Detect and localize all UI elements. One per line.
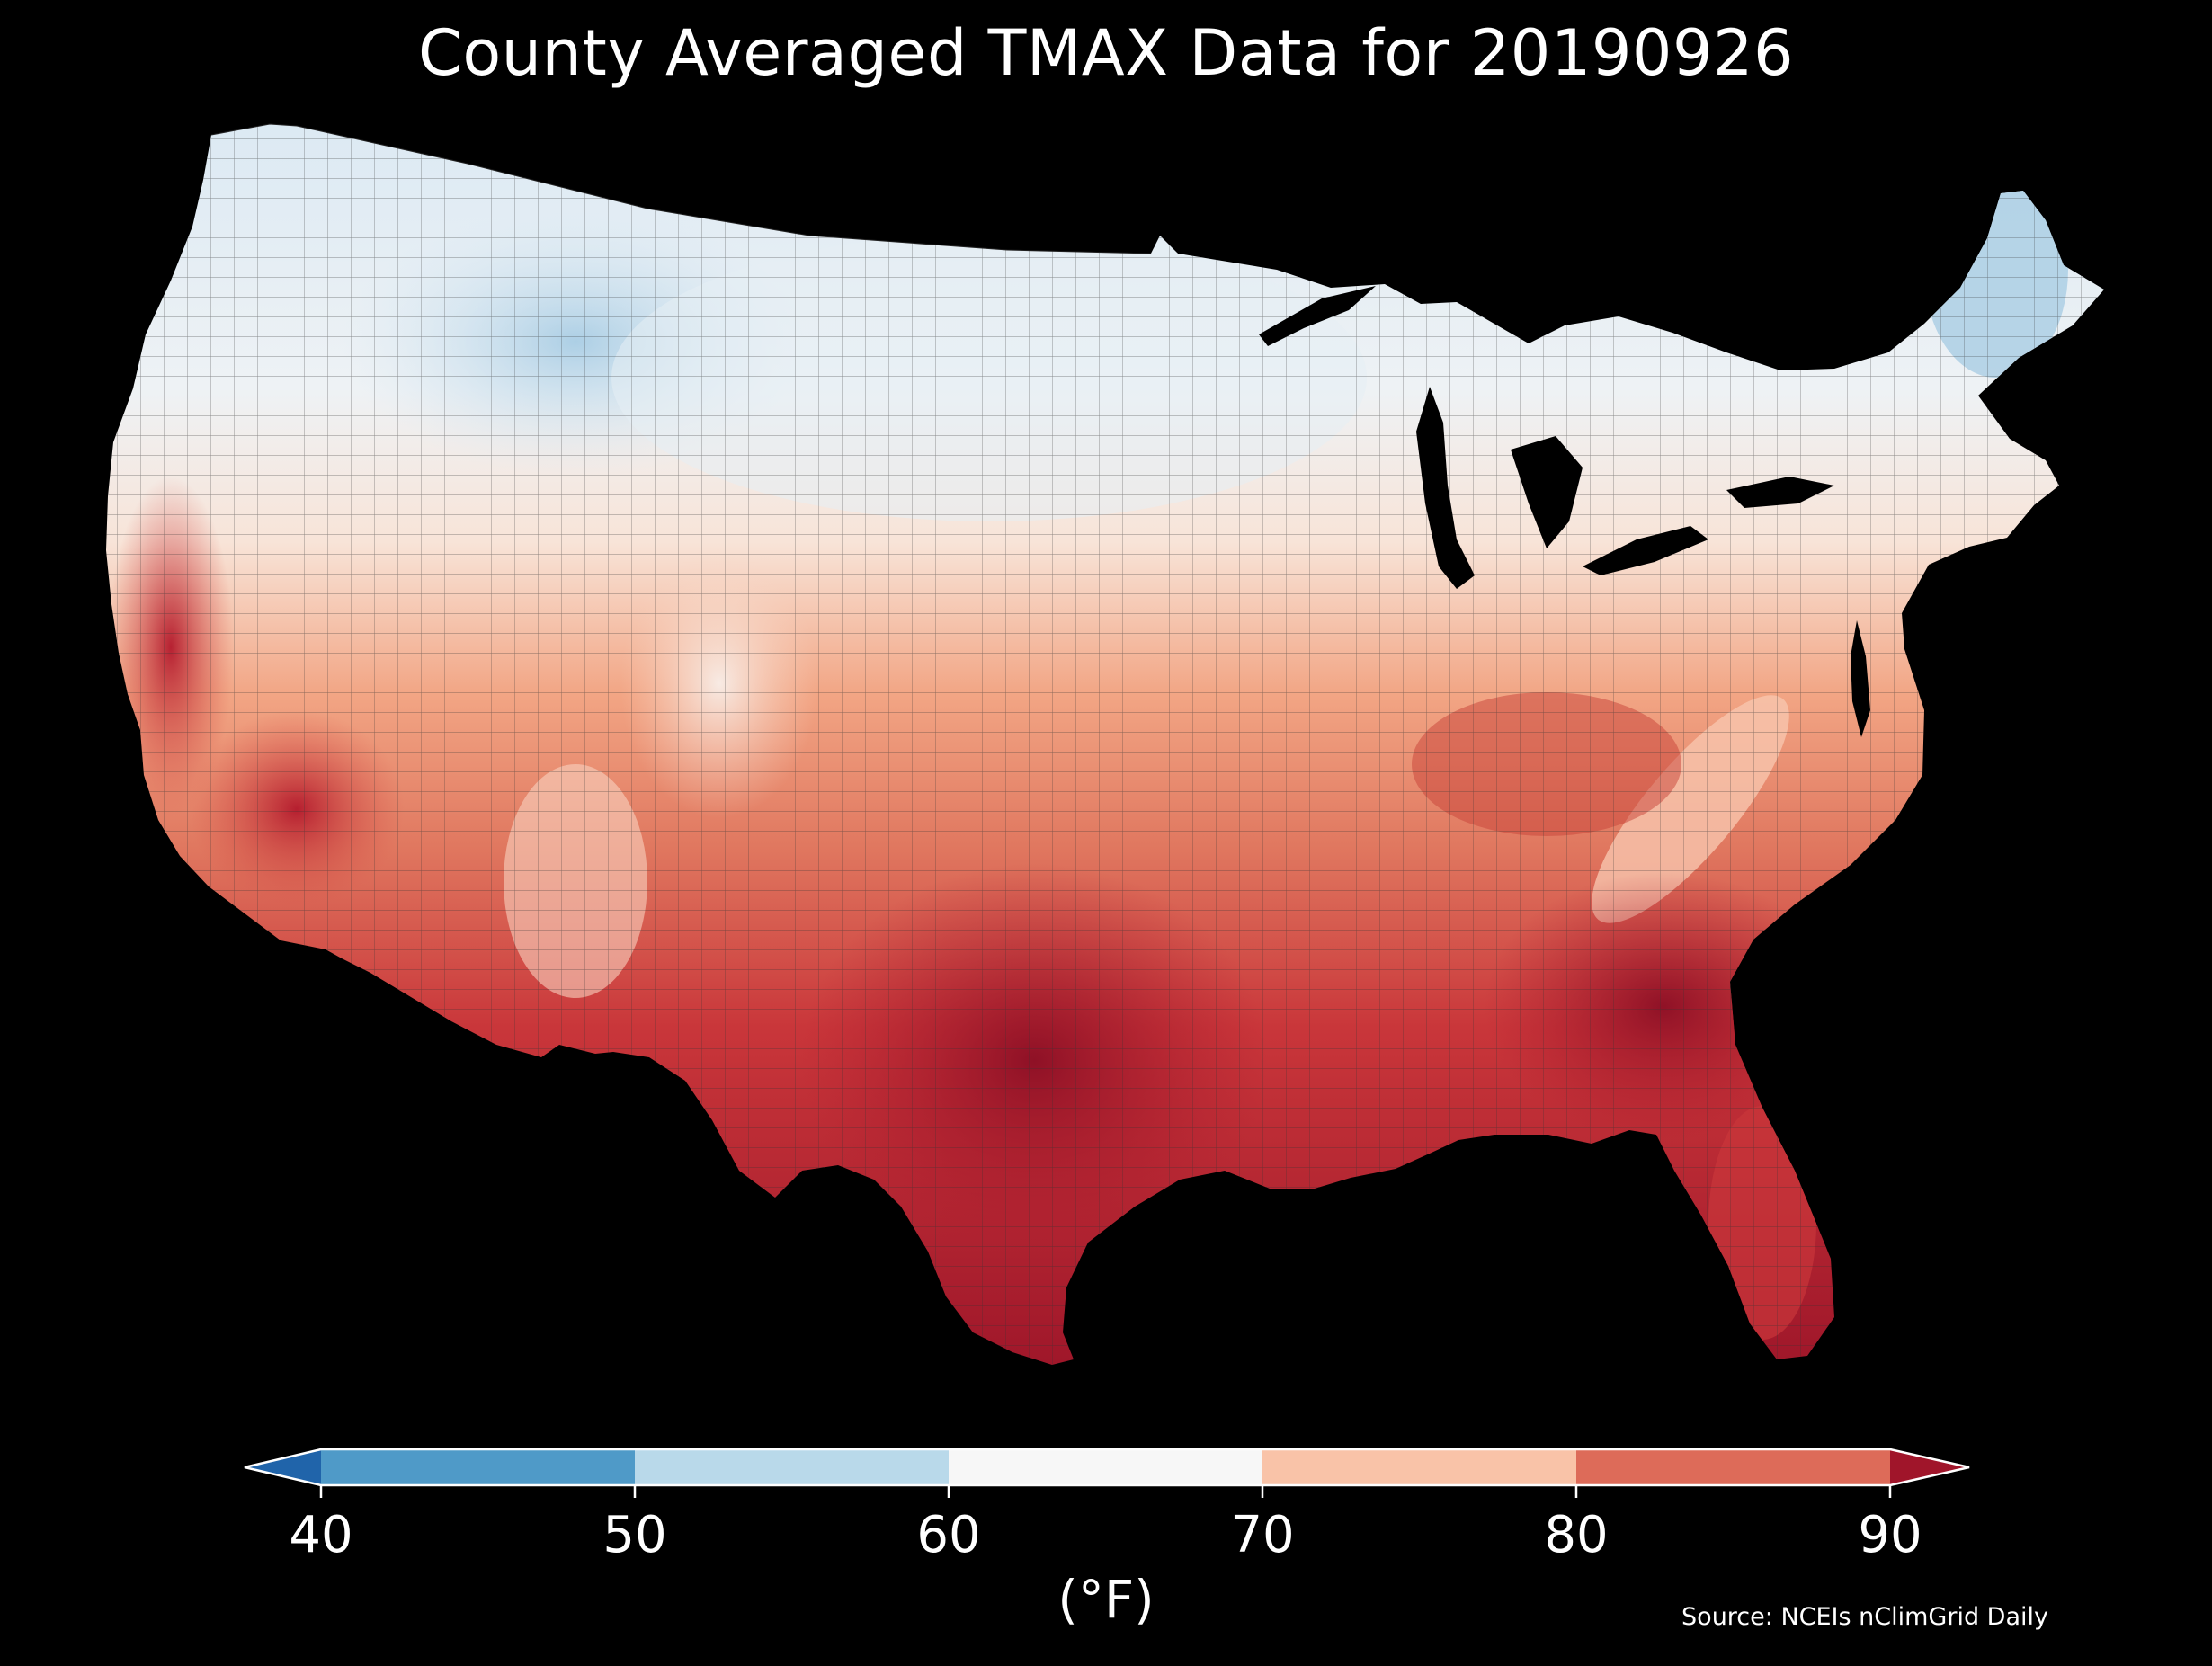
- colorbar-tick-label: 70: [1230, 1506, 1294, 1564]
- great-lakes: [1259, 286, 1870, 737]
- colorbar-tick-label: 50: [602, 1506, 666, 1564]
- colorbar-tick-label: 80: [1544, 1506, 1608, 1564]
- colorbar-bin: [321, 1449, 636, 1485]
- colorbar-extend-high: [1890, 1449, 1969, 1485]
- colorbar-bin: [1576, 1449, 1891, 1485]
- map-title: County Averaged TMAX Data for 20190926: [417, 16, 1795, 90]
- us-county-tmax-map: [106, 123, 2104, 1365]
- colorbar-tick-label: 40: [289, 1506, 352, 1564]
- source-credit: Source: NCEIs nClimGrid Daily: [1681, 1603, 2048, 1631]
- colorbar-bin: [635, 1449, 950, 1485]
- colorbar-bin: [949, 1449, 1263, 1485]
- colorbar-extend-low: [245, 1449, 321, 1485]
- colorbar-tick-label: 90: [1858, 1506, 1922, 1564]
- colorbar-tick-label: 60: [916, 1506, 980, 1564]
- colorbar-bin: [1262, 1449, 1577, 1485]
- border-line: [210, 123, 1152, 254]
- colorbar-unit-label: (°F): [1057, 1569, 1155, 1630]
